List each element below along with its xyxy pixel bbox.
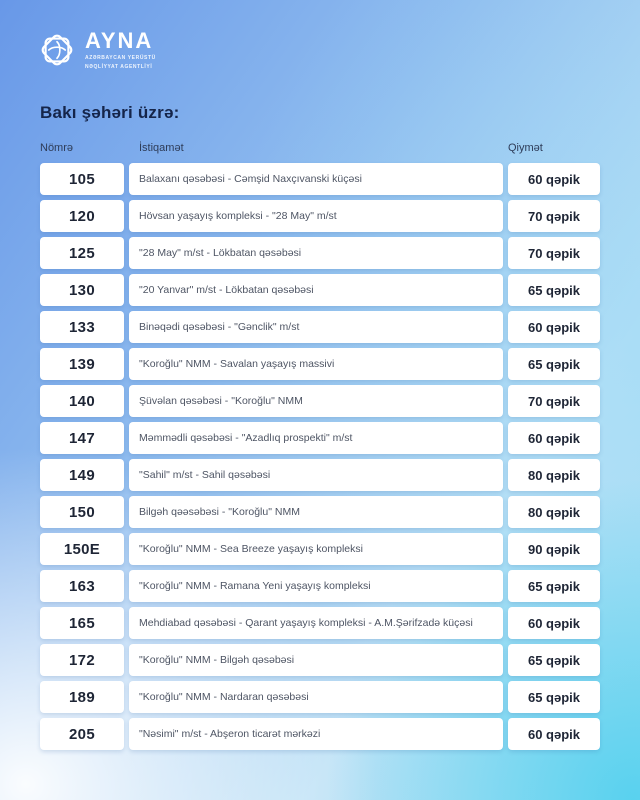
table-row: 120 Hövsan yaşayış kompleksi - "28 May" … [40, 200, 600, 232]
direction-cell: "Nəsimi" m/st - Abşeron ticarət mərkəzi [129, 718, 503, 750]
table-row: 150 Bilgəh qəəsəbəsi - "Koroğlu" NMM 80 … [40, 496, 600, 528]
route-number-cell: 125 [40, 237, 124, 269]
table-row: 163 "Koroğlu" NMM - Ramana Yeni yaşayış … [40, 570, 600, 602]
fare-table: Nömrə İstiqamət Qiymət 105 Balaxanı qəsə… [40, 142, 600, 755]
logo-wordmark: AYNA [85, 28, 154, 54]
price-cell: 60 qəpik [508, 718, 600, 750]
table-body: 105 Balaxanı qəsəbəsi - Cəmşid Naxçıvans… [40, 163, 600, 750]
price-cell: 80 qəpik [508, 496, 600, 528]
route-number-cell: 172 [40, 644, 124, 676]
price-cell: 70 qəpik [508, 237, 600, 269]
direction-cell: Şüvəlan qəsəbəsi - "Koroğlu" NMM [129, 385, 503, 417]
table-row: 149 "Sahil" m/st - Sahil qəsəbəsi 80 qəp… [40, 459, 600, 491]
logo-subtitle-line1: AZƏRBAYCAN YERÜSTÜ [85, 54, 156, 61]
route-number-cell: 150 [40, 496, 124, 528]
direction-cell: Bilgəh qəəsəbəsi - "Koroğlu" NMM [129, 496, 503, 528]
table-row: 165 Mehdiabad qəsəbəsi - Qarant yaşayış … [40, 607, 600, 639]
table-row: 125 "28 May" m/st - Lökbatan qəsəbəsi 70… [40, 237, 600, 269]
route-number-cell: 150E [40, 533, 124, 565]
table-row: 140 Şüvəlan qəsəbəsi - "Koroğlu" NMM 70 … [40, 385, 600, 417]
price-cell: 90 qəpik [508, 533, 600, 565]
route-number-cell: 140 [40, 385, 124, 417]
direction-cell: "Koroğlu" NMM - Nardaran qəsəbəsi [129, 681, 503, 713]
route-number-cell: 205 [40, 718, 124, 750]
direction-cell: "Sahil" m/st - Sahil qəsəbəsi [129, 459, 503, 491]
table-row: 172 "Koroğlu" NMM - Bilgəh qəsəbəsi 65 q… [40, 644, 600, 676]
logo-text-block: AYNA AZƏRBAYCAN YERÜSTÜ NƏQLİYYAT AGENTL… [85, 30, 156, 70]
price-cell: 65 qəpik [508, 644, 600, 676]
column-header-number: Nömrə [40, 142, 74, 154]
table-row: 150E "Koroğlu" NMM - Sea Breeze yaşayış … [40, 533, 600, 565]
price-cell: 65 qəpik [508, 348, 600, 380]
direction-cell: Məmmədli qəsəbəsi - "Azadlıq prospekti" … [129, 422, 503, 454]
ayna-logo: AYNA AZƏRBAYCAN YERÜSTÜ NƏQLİYYAT AGENTL… [38, 29, 156, 71]
direction-cell: "Koroğlu" NMM - Ramana Yeni yaşayış komp… [129, 570, 503, 602]
table-row: 130 "20 Yanvar" m/st - Lökbatan qəsəbəsi… [40, 274, 600, 306]
price-cell: 60 qəpik [508, 163, 600, 195]
table-row: 139 "Koroğlu" NMM - Savalan yaşayış mass… [40, 348, 600, 380]
route-number-cell: 130 [40, 274, 124, 306]
route-number-cell: 139 [40, 348, 124, 380]
direction-cell: Balaxanı qəsəbəsi - Cəmşid Naxçıvanski k… [129, 163, 503, 195]
table-row: 147 Məmmədli qəsəbəsi - "Azadlıq prospek… [40, 422, 600, 454]
route-number-cell: 149 [40, 459, 124, 491]
route-number-cell: 133 [40, 311, 124, 343]
price-cell: 60 qəpik [508, 311, 600, 343]
direction-cell: Hövsan yaşayış kompleksi - "28 May" m/st [129, 200, 503, 232]
price-cell: 65 qəpik [508, 681, 600, 713]
route-number-cell: 165 [40, 607, 124, 639]
page-title: Bakı şəhəri üzrə: [40, 103, 180, 122]
price-cell: 70 qəpik [508, 200, 600, 232]
price-cell: 65 qəpik [508, 570, 600, 602]
direction-cell: "Koroğlu" NMM - Sea Breeze yaşayış kompl… [129, 533, 503, 565]
price-cell: 60 qəpik [508, 607, 600, 639]
direction-cell: "Koroğlu" NMM - Savalan yaşayış massivi [129, 348, 503, 380]
direction-cell: "28 May" m/st - Lökbatan qəsəbəsi [129, 237, 503, 269]
direction-cell: Binəqədi qəsəbəsi - "Gənclik" m/st [129, 311, 503, 343]
price-cell: 70 qəpik [508, 385, 600, 417]
ayna-star-icon [41, 34, 73, 66]
table-row: 105 Balaxanı qəsəbəsi - Cəmşid Naxçıvans… [40, 163, 600, 195]
route-number-cell: 147 [40, 422, 124, 454]
route-number-cell: 105 [40, 163, 124, 195]
price-cell: 80 qəpik [508, 459, 600, 491]
direction-cell: "20 Yanvar" m/st - Lökbatan qəsəbəsi [129, 274, 503, 306]
route-number-cell: 189 [40, 681, 124, 713]
direction-cell: "Koroğlu" NMM - Bilgəh qəsəbəsi [129, 644, 503, 676]
logo-subtitle-line2: NƏQLİYYAT AGENTLİYİ [85, 63, 153, 70]
route-number-cell: 163 [40, 570, 124, 602]
direction-cell: Mehdiabad qəsəbəsi - Qarant yaşayış komp… [129, 607, 503, 639]
table-row: 133 Binəqədi qəsəbəsi - "Gənclik" m/st 6… [40, 311, 600, 343]
column-header-price: Qiymət [508, 142, 543, 154]
table-row: 189 "Koroğlu" NMM - Nardaran qəsəbəsi 65… [40, 681, 600, 713]
table-row: 205 "Nəsimi" m/st - Abşeron ticarət mərk… [40, 718, 600, 750]
column-header-direction: İstiqamət [139, 142, 184, 154]
price-cell: 65 qəpik [508, 274, 600, 306]
table-header-row: Nömrə İstiqamət Qiymət [40, 142, 600, 154]
route-number-cell: 120 [40, 200, 124, 232]
price-cell: 60 qəpik [508, 422, 600, 454]
